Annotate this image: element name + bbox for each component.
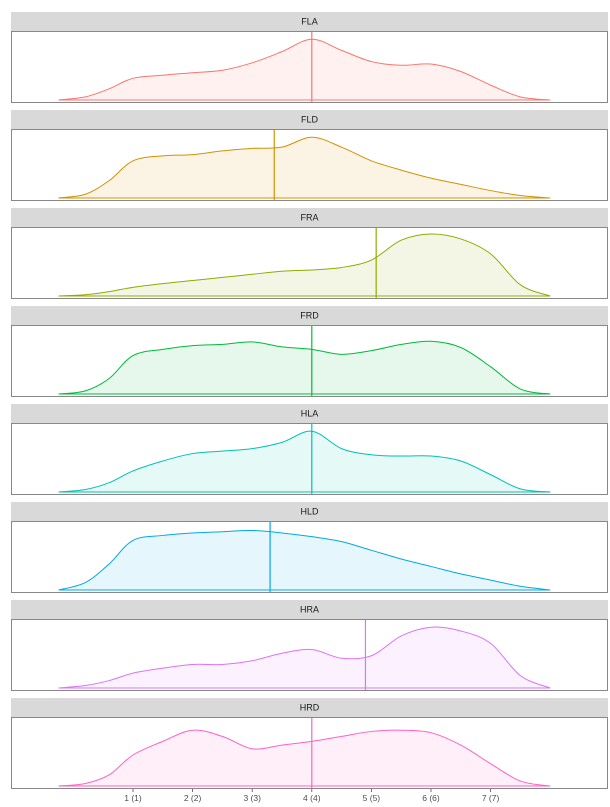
panel-border — [11, 619, 608, 691]
strip-label: FLD — [301, 115, 319, 125]
strip-label: HLD — [300, 507, 319, 517]
density-area — [58, 730, 551, 786]
x-tick-label: 3 (3) — [243, 793, 261, 803]
strip-background — [11, 502, 608, 521]
facet-panel-hrd: HRD — [11, 698, 608, 789]
density-curve — [58, 729, 551, 787]
x-tick-label: 7 (7) — [482, 793, 500, 803]
panel-border — [11, 423, 608, 495]
facet-panel-fra: FRA — [11, 208, 608, 299]
density-area — [58, 341, 551, 394]
strip-background — [11, 12, 608, 31]
panel-border — [11, 129, 608, 201]
density-curve — [58, 626, 551, 689]
strip-background — [11, 404, 608, 423]
panel-border — [11, 717, 608, 789]
strip-background — [11, 698, 608, 717]
strip-label: HRA — [300, 605, 319, 615]
density-area — [58, 39, 551, 100]
panel-border — [11, 31, 608, 103]
x-tick-label: 5 (5) — [363, 793, 381, 803]
density-area — [58, 233, 551, 296]
facet-panel-fld: FLD — [11, 110, 608, 201]
density-curve — [58, 38, 551, 101]
density-area — [58, 530, 551, 590]
strip-label: HRD — [300, 703, 320, 713]
x-tick-label: 6 (6) — [422, 793, 440, 803]
facet-panel-hra: HRA — [11, 600, 608, 691]
facet-panel-frd: FRD — [11, 306, 608, 397]
strip-label: FRD — [300, 311, 319, 321]
density-area — [58, 627, 551, 688]
facet-panel-fla: FLA — [11, 12, 608, 103]
strip-background — [11, 208, 608, 227]
x-axis: 1 (1) 2 (2) 3 (3) 4 (4) 5 (5) 6 (6) 7 (7) — [124, 789, 500, 803]
strip-background — [11, 600, 608, 619]
density-curve — [58, 233, 551, 297]
x-tick-label: 2 (2) — [184, 793, 202, 803]
strip-label: FRA — [301, 213, 319, 223]
density-curve — [58, 136, 551, 199]
density-curve — [58, 340, 551, 395]
strip-label: FLA — [301, 17, 318, 27]
density-curve — [58, 430, 551, 493]
panel-border — [11, 521, 608, 593]
density-area — [58, 431, 551, 492]
facet-panel-hld: HLD — [11, 502, 608, 593]
x-tick-label: 4 (4) — [303, 793, 321, 803]
density-area — [58, 137, 551, 198]
panel-border — [11, 227, 608, 299]
facet-panel-hla: HLA — [11, 404, 608, 495]
density-curve — [58, 529, 551, 591]
strip-label: HLA — [301, 409, 319, 419]
x-tick-label: 1 (1) — [124, 793, 142, 803]
strip-background — [11, 110, 608, 129]
panel-border — [11, 325, 608, 397]
strip-background — [11, 306, 608, 325]
